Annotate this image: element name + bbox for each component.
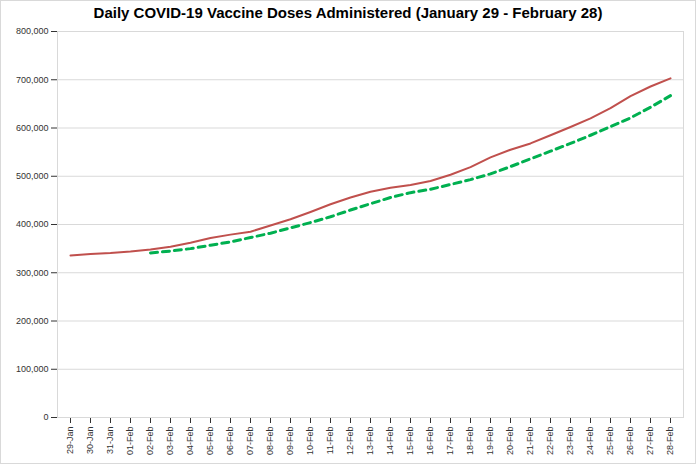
svg-text:20-Feb: 20-Feb (505, 427, 515, 456)
svg-text:500,000: 500,000 (16, 171, 49, 181)
svg-text:16-Feb: 16-Feb (425, 427, 435, 456)
svg-text:21-Feb: 21-Feb (525, 427, 535, 456)
svg-text:02-Feb: 02-Feb (145, 427, 155, 456)
svg-text:25-Feb: 25-Feb (605, 427, 615, 456)
svg-text:19-Feb: 19-Feb (485, 427, 495, 456)
svg-text:04-Feb: 04-Feb (185, 427, 195, 456)
svg-text:100,000: 100,000 (16, 364, 49, 374)
svg-text:06-Feb: 06-Feb (225, 427, 235, 456)
svg-text:12-Feb: 12-Feb (345, 427, 355, 456)
svg-text:800,000: 800,000 (16, 26, 49, 36)
svg-text:300,000: 300,000 (16, 268, 49, 278)
svg-text:01-Feb: 01-Feb (125, 427, 135, 456)
svg-text:05-Feb: 05-Feb (205, 427, 215, 456)
svg-text:26-Feb: 26-Feb (625, 427, 635, 456)
svg-text:700,000: 700,000 (16, 75, 49, 85)
svg-text:18-Feb: 18-Feb (465, 427, 475, 456)
html-text:Daily COVID-19 Vaccine Doses A: Daily COVID-19 Vaccine Doses Administere… (93, 4, 603, 21)
svg-text:10-Feb: 10-Feb (305, 427, 315, 456)
svg-text:17-Feb: 17-Feb (445, 427, 455, 456)
svg-text:11-Feb: 11-Feb (325, 427, 335, 455)
svg-text:14-Feb: 14-Feb (385, 427, 395, 456)
svg-text:15-Feb: 15-Feb (405, 427, 415, 456)
svg-text:08-Feb: 08-Feb (265, 427, 275, 456)
svg-text:22-Feb: 22-Feb (545, 427, 555, 456)
svg-text:30-Jan: 30-Jan (85, 427, 95, 455)
svg-text:28-Feb: 28-Feb (665, 427, 675, 456)
svg-text:31-Jan: 31-Jan (105, 427, 115, 455)
svg-text:03-Feb: 03-Feb (165, 427, 175, 456)
svg-text:09-Feb: 09-Feb (285, 427, 295, 456)
svg-text:24-Feb: 24-Feb (585, 427, 595, 456)
svg-text:200,000: 200,000 (16, 316, 49, 326)
svg-text:27-Feb: 27-Feb (645, 427, 655, 456)
svg-text:0: 0 (43, 412, 48, 422)
svg-text:13-Feb: 13-Feb (365, 427, 375, 456)
svg-text:600,000: 600,000 (16, 123, 49, 133)
svg-text:29-Jan: 29-Jan (65, 427, 75, 455)
svg-text:400,000: 400,000 (16, 219, 49, 229)
svg-text:07-Feb: 07-Feb (245, 427, 255, 456)
svg-text:23-Feb: 23-Feb (565, 427, 575, 456)
